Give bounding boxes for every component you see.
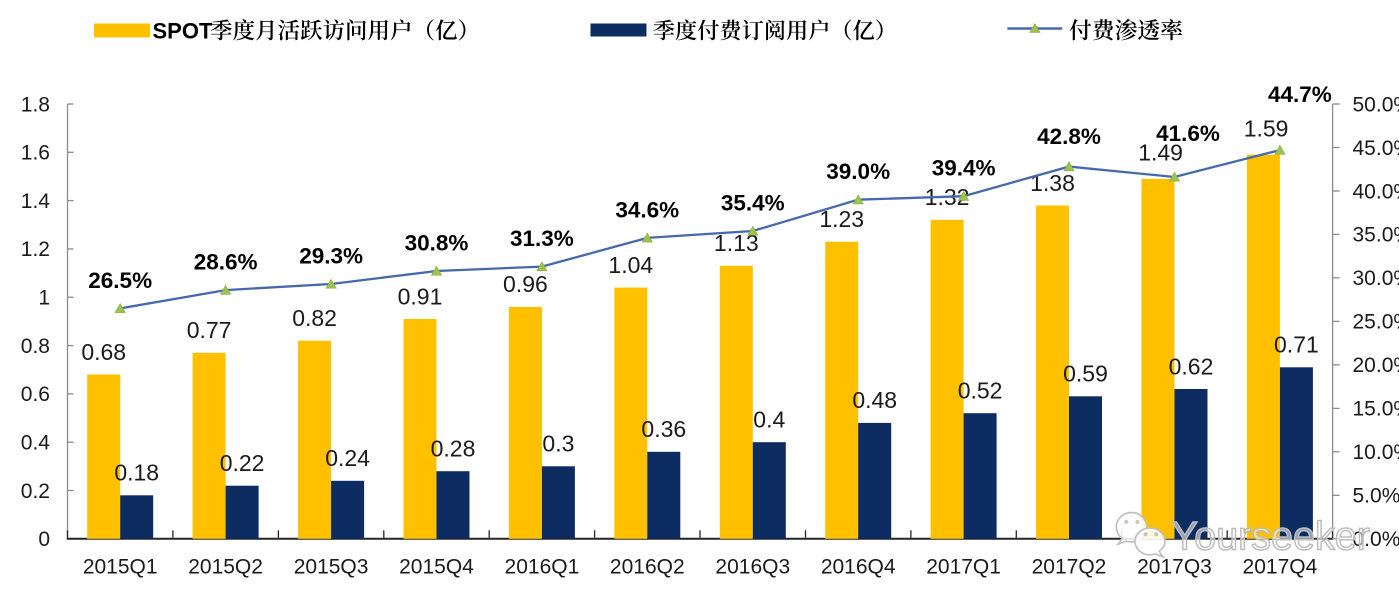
svg-text:42.8%: 42.8%: [1037, 124, 1101, 149]
svg-text:0.48: 0.48: [852, 387, 897, 413]
svg-text:0.24: 0.24: [325, 445, 370, 471]
svg-text:0.4: 0.4: [753, 407, 785, 433]
svg-text:0.59: 0.59: [1063, 361, 1108, 387]
svg-text:0.68: 0.68: [81, 339, 126, 365]
svg-text:1.23: 1.23: [819, 206, 864, 232]
svg-text:29.3%: 29.3%: [299, 244, 363, 269]
svg-text:40.0%: 40.0%: [1353, 180, 1399, 203]
svg-text:5.0%: 5.0%: [1353, 485, 1399, 508]
svg-text:39.0%: 39.0%: [826, 159, 890, 184]
svg-text:1.6: 1.6: [21, 142, 50, 165]
svg-text:0.6: 0.6: [21, 383, 50, 406]
svg-text:20.0%: 20.0%: [1353, 354, 1399, 377]
svg-text:44.7%: 44.7%: [1268, 82, 1332, 107]
svg-text:45.0%: 45.0%: [1353, 137, 1399, 160]
svg-text:0.4: 0.4: [21, 432, 51, 455]
svg-text:0.91: 0.91: [398, 283, 443, 309]
svg-text:0.3: 0.3: [542, 431, 574, 457]
svg-text:2016Q3: 2016Q3: [715, 556, 790, 579]
svg-text:0.77: 0.77: [187, 317, 232, 343]
svg-text:50.0%: 50.0%: [1353, 93, 1399, 116]
svg-text:1: 1: [38, 287, 50, 310]
svg-text:0: 0: [38, 528, 50, 551]
svg-text:1.4: 1.4: [21, 190, 51, 213]
svg-text:0.8: 0.8: [21, 335, 50, 358]
svg-text:1.59: 1.59: [1244, 116, 1289, 142]
svg-text:2016Q1: 2016Q1: [505, 556, 580, 579]
svg-text:2015Q1: 2015Q1: [83, 556, 158, 579]
svg-text:2015Q4: 2015Q4: [399, 556, 474, 579]
svg-text:34.6%: 34.6%: [615, 197, 679, 222]
svg-text:Yourseeker: Yourseeker: [1172, 515, 1370, 559]
svg-text:39.4%: 39.4%: [932, 156, 996, 181]
svg-text:0.18: 0.18: [114, 460, 159, 486]
svg-text:10.0%: 10.0%: [1353, 441, 1399, 464]
svg-text:0.82: 0.82: [292, 305, 337, 331]
svg-text:SPOT: SPOT: [153, 19, 213, 44]
svg-text:26.5%: 26.5%: [88, 268, 152, 293]
svg-text:15.0%: 15.0%: [1353, 398, 1399, 421]
svg-text:1.38: 1.38: [1030, 170, 1075, 196]
svg-text:2017Q4: 2017Q4: [1243, 556, 1318, 579]
svg-text:1.04: 1.04: [608, 252, 653, 278]
svg-text:2015Q2: 2015Q2: [188, 556, 263, 579]
svg-text:0.2: 0.2: [21, 480, 50, 503]
svg-text:0.62: 0.62: [1169, 353, 1214, 379]
svg-text:2017Q1: 2017Q1: [926, 556, 1001, 579]
svg-text:1.49: 1.49: [1138, 140, 1183, 166]
svg-text:1.2: 1.2: [21, 238, 50, 261]
svg-text:2015Q3: 2015Q3: [294, 556, 369, 579]
svg-text:1.8: 1.8: [21, 93, 50, 116]
svg-text:2016Q4: 2016Q4: [821, 556, 896, 579]
svg-text:0.96: 0.96: [503, 271, 548, 297]
svg-text:0.71: 0.71: [1274, 332, 1319, 358]
svg-text:35.0%: 35.0%: [1353, 224, 1399, 247]
svg-text:0.0%: 0.0%: [1353, 528, 1399, 551]
svg-text:25.0%: 25.0%: [1353, 311, 1399, 334]
svg-text:0.22: 0.22: [220, 450, 265, 476]
svg-text:28.6%: 28.6%: [194, 250, 258, 275]
svg-text:30.0%: 30.0%: [1353, 267, 1399, 290]
svg-text:2017Q3: 2017Q3: [1137, 556, 1212, 579]
svg-text:0.28: 0.28: [431, 436, 476, 462]
svg-text:2017Q2: 2017Q2: [1032, 556, 1107, 579]
svg-text:35.4%: 35.4%: [721, 191, 785, 216]
svg-text:31.3%: 31.3%: [510, 226, 574, 251]
svg-text:41.6%: 41.6%: [1156, 121, 1220, 146]
svg-text:0.36: 0.36: [641, 416, 686, 442]
svg-text:30.8%: 30.8%: [405, 231, 469, 256]
svg-text:2016Q2: 2016Q2: [610, 556, 685, 579]
svg-text:0.52: 0.52: [958, 378, 1003, 404]
